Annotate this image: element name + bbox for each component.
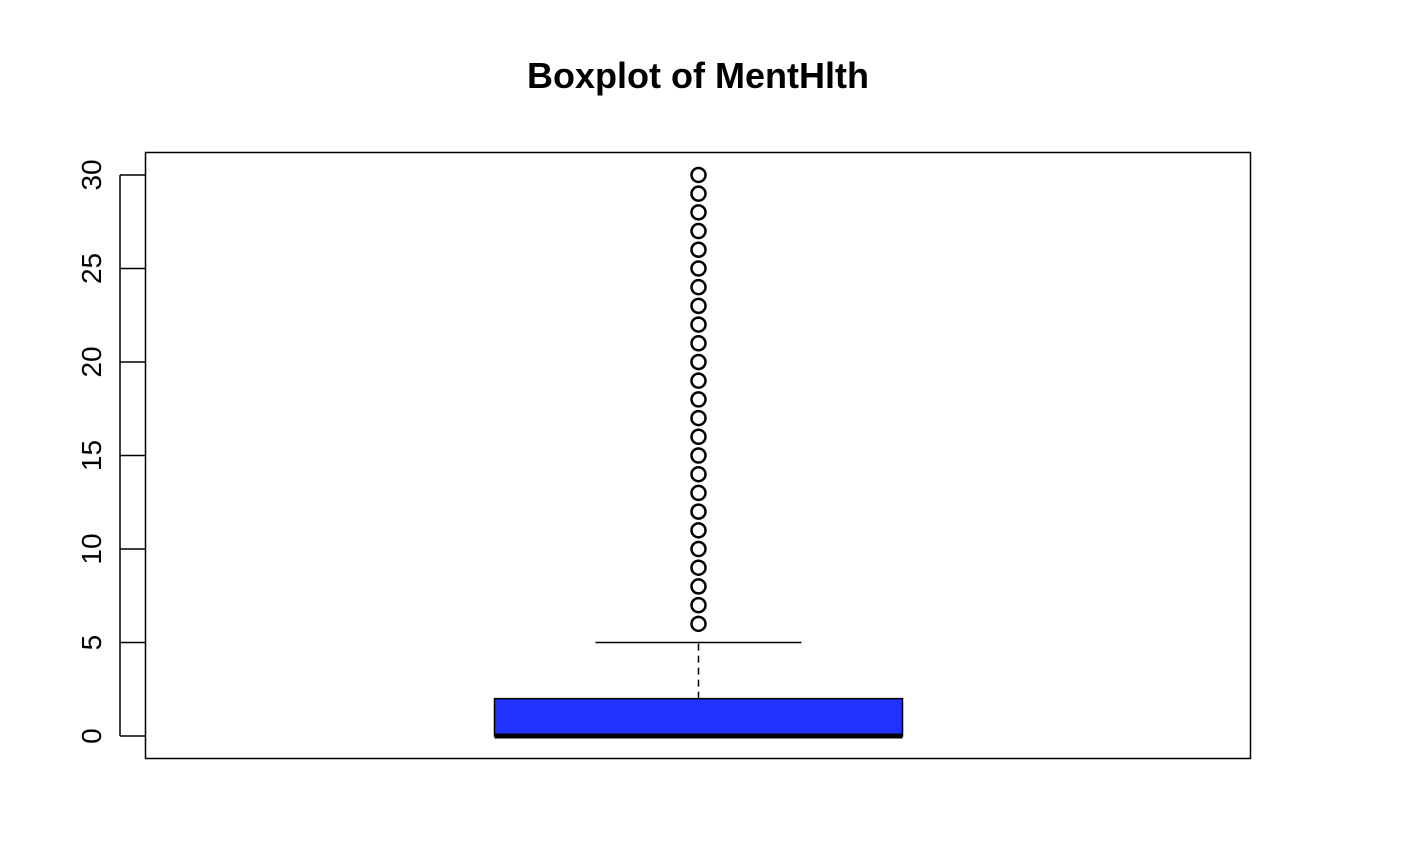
y-tick-label: 5 — [76, 635, 107, 651]
outlier-point — [690, 241, 707, 259]
box-iqr — [493, 697, 904, 737]
y-tick-label: 25 — [76, 253, 107, 284]
outlier-point — [690, 166, 707, 184]
y-tick-label: 30 — [76, 159, 107, 190]
outlier-point — [690, 353, 707, 371]
outlier-point — [690, 204, 707, 221]
outlier-point — [690, 559, 707, 576]
outlier-point — [690, 522, 707, 539]
outlier-point — [690, 447, 707, 464]
box-group — [493, 641, 904, 739]
plot-frame — [144, 151, 1252, 760]
y-tick-label: 15 — [76, 440, 107, 471]
y-tick-label: 10 — [76, 533, 107, 564]
outlier-point — [690, 465, 707, 483]
outlier-point — [690, 409, 707, 427]
outlier-point — [690, 578, 707, 595]
outlier-point — [690, 316, 707, 333]
outlier-point — [690, 278, 707, 296]
outlier-point — [690, 503, 707, 520]
outlier-point — [690, 596, 707, 614]
outlier-point — [690, 335, 707, 352]
outlier-point — [690, 222, 707, 240]
outlier-point — [690, 484, 707, 502]
outlier-point — [690, 428, 707, 446]
outlier-point — [690, 540, 707, 558]
outlier-point — [690, 372, 707, 389]
outlier-point — [690, 185, 707, 202]
outlier-point — [690, 260, 707, 277]
outliers-group — [690, 166, 707, 633]
outlier-point — [690, 615, 707, 633]
y-tick-label: 0 — [76, 728, 107, 744]
outlier-point — [690, 297, 707, 315]
outlier-point — [690, 391, 707, 408]
y-axis: 0 5 10 15 20 25 30 — [76, 159, 145, 744]
chart-title: Boxplot of MentHlth — [527, 55, 869, 96]
y-tick-label: 20 — [76, 346, 107, 377]
